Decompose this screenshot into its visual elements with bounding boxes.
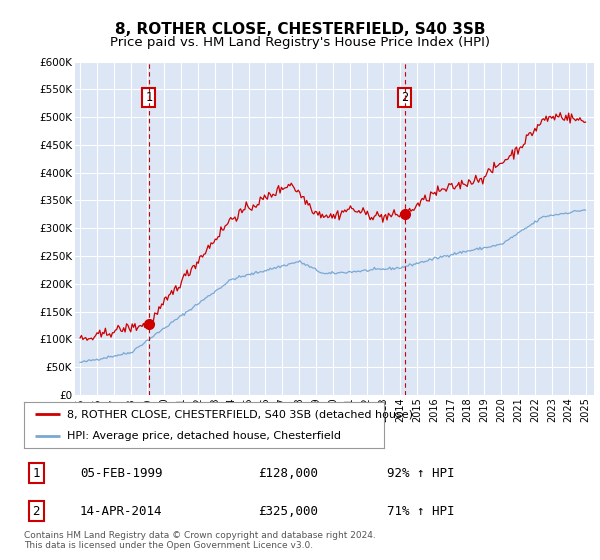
Text: 05-FEB-1999: 05-FEB-1999 (80, 466, 162, 480)
Text: 2: 2 (32, 505, 40, 518)
Text: Price paid vs. HM Land Registry's House Price Index (HPI): Price paid vs. HM Land Registry's House … (110, 36, 490, 49)
Text: 1: 1 (145, 91, 152, 104)
Text: 2: 2 (401, 91, 409, 104)
Text: 8, ROTHER CLOSE, CHESTERFIELD, S40 3SB (detached house): 8, ROTHER CLOSE, CHESTERFIELD, S40 3SB (… (67, 409, 413, 419)
Text: HPI: Average price, detached house, Chesterfield: HPI: Average price, detached house, Ches… (67, 431, 341, 441)
Text: 1: 1 (32, 466, 40, 480)
Text: 14-APR-2014: 14-APR-2014 (80, 505, 162, 518)
Text: Contains HM Land Registry data © Crown copyright and database right 2024.
This d: Contains HM Land Registry data © Crown c… (24, 531, 376, 550)
Text: £128,000: £128,000 (259, 466, 319, 480)
Text: 92% ↑ HPI: 92% ↑ HPI (387, 466, 454, 480)
Text: 8, ROTHER CLOSE, CHESTERFIELD, S40 3SB: 8, ROTHER CLOSE, CHESTERFIELD, S40 3SB (115, 22, 485, 38)
Text: 71% ↑ HPI: 71% ↑ HPI (387, 505, 454, 518)
Text: £325,000: £325,000 (259, 505, 319, 518)
